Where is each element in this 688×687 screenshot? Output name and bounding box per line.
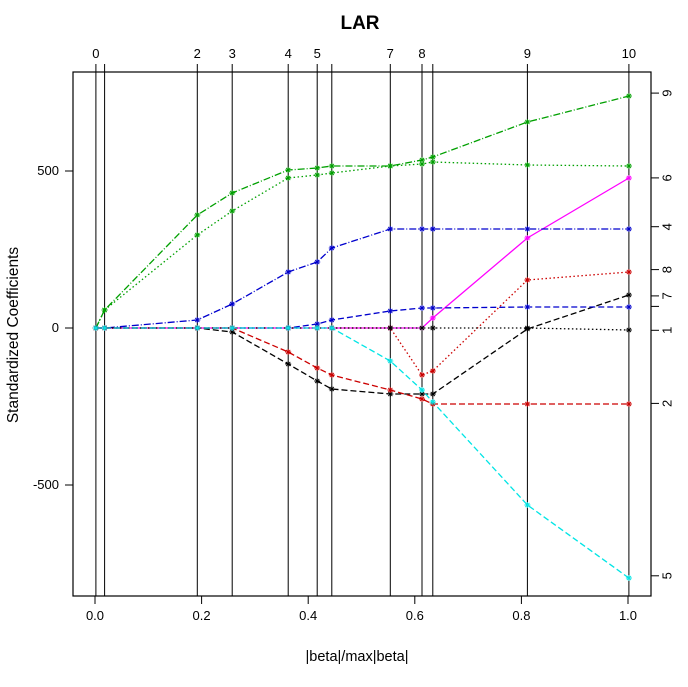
svg-text:0.8: 0.8 bbox=[512, 608, 530, 623]
svg-text:0: 0 bbox=[92, 46, 99, 61]
svg-text:1.0: 1.0 bbox=[619, 608, 637, 623]
svg-text:5: 5 bbox=[314, 46, 321, 61]
svg-text:0: 0 bbox=[52, 320, 59, 335]
svg-text:4: 4 bbox=[285, 46, 292, 61]
svg-text:7: 7 bbox=[387, 46, 394, 61]
svg-text:1: 1 bbox=[659, 327, 674, 334]
svg-text:0.6: 0.6 bbox=[406, 608, 424, 623]
svg-text:4: 4 bbox=[659, 223, 674, 230]
svg-text:7: 7 bbox=[659, 292, 674, 299]
svg-text:5: 5 bbox=[659, 572, 674, 579]
svg-text:10: 10 bbox=[622, 46, 636, 61]
svg-text:500: 500 bbox=[37, 163, 59, 178]
svg-text:2: 2 bbox=[659, 400, 674, 407]
svg-text:0.4: 0.4 bbox=[299, 608, 317, 623]
svg-text:6: 6 bbox=[659, 174, 674, 181]
svg-text:9: 9 bbox=[524, 46, 531, 61]
svg-text:0.0: 0.0 bbox=[86, 608, 104, 623]
svg-text:9: 9 bbox=[659, 89, 674, 96]
svg-text:8: 8 bbox=[418, 46, 425, 61]
svg-text:0.2: 0.2 bbox=[193, 608, 211, 623]
svg-text:2: 2 bbox=[194, 46, 201, 61]
svg-text:8: 8 bbox=[659, 266, 674, 273]
svg-text:-500: -500 bbox=[33, 477, 59, 492]
svg-text:3: 3 bbox=[229, 46, 236, 61]
